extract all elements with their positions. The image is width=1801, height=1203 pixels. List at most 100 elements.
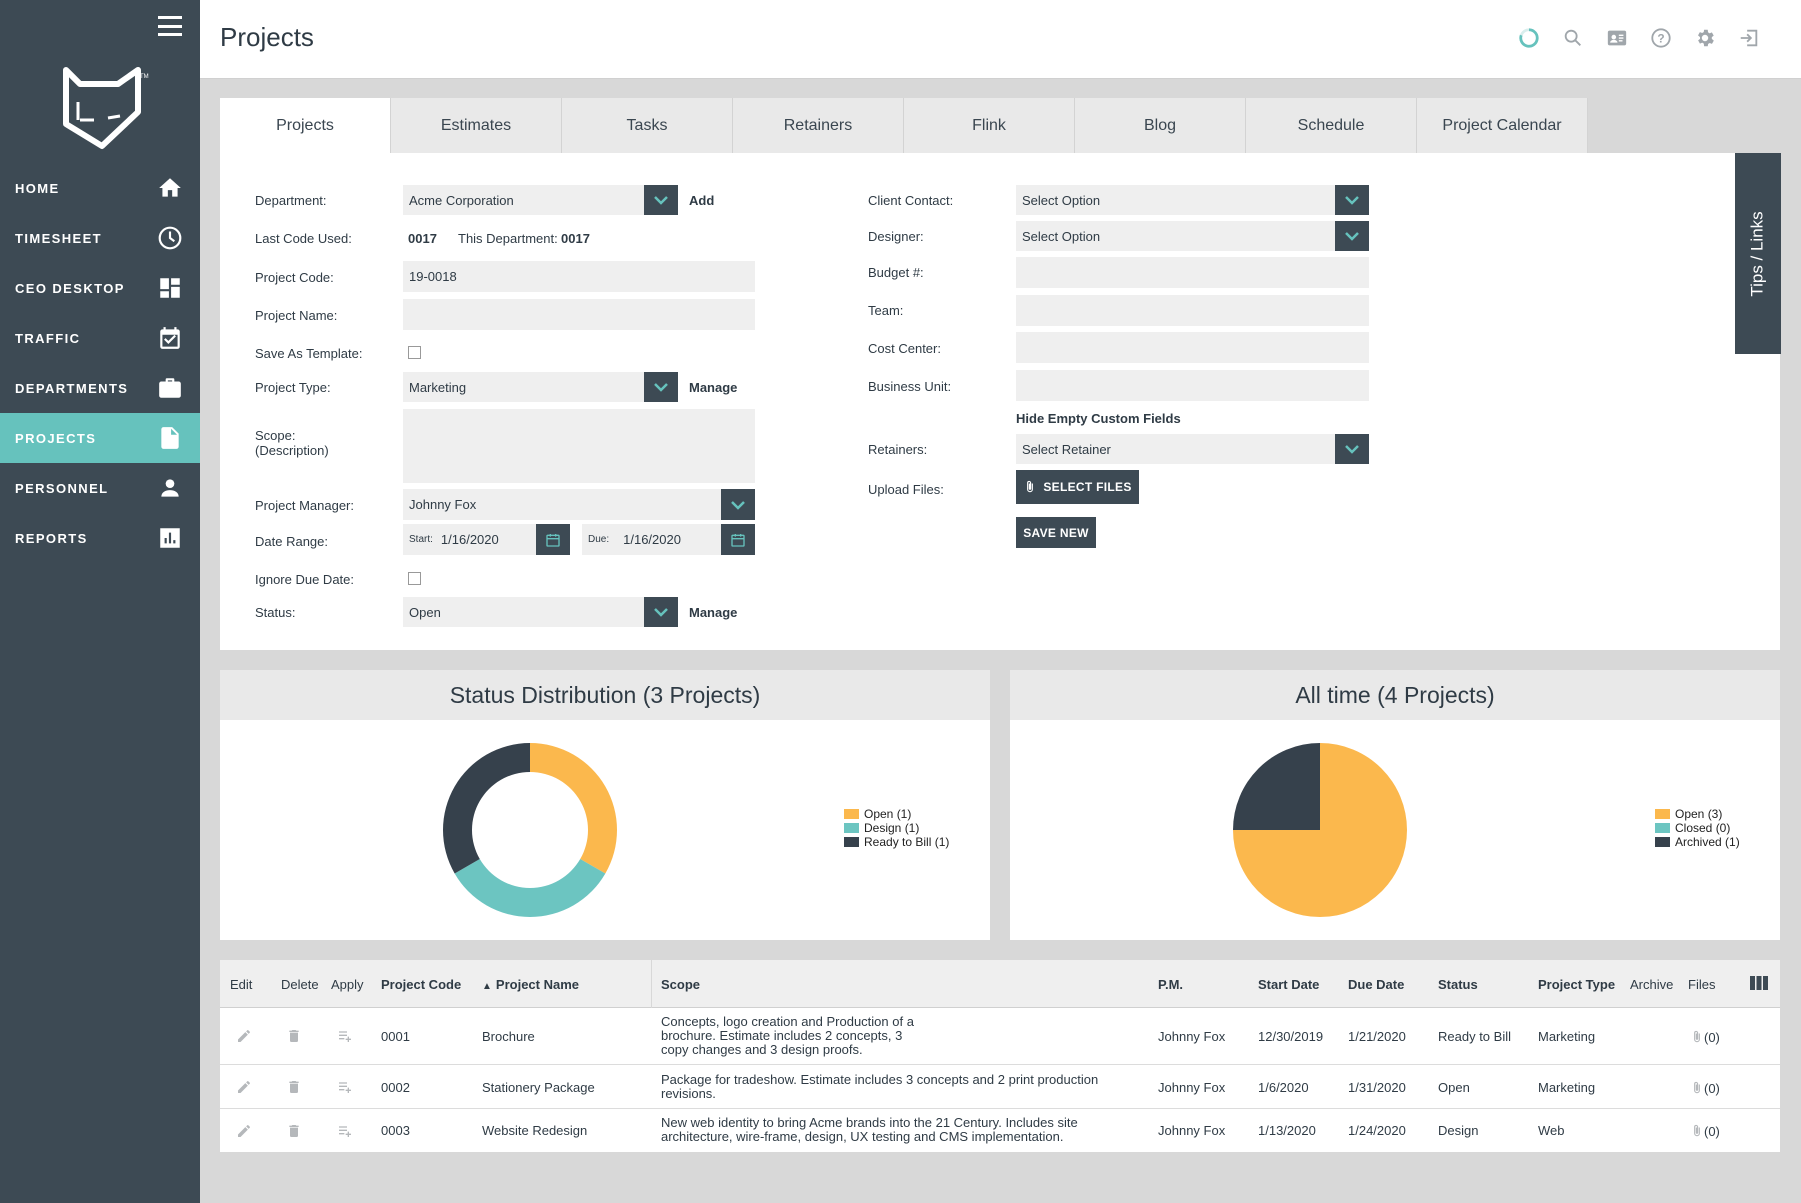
project-code-cell: 0002: [381, 1080, 410, 1095]
tab-project-calendar[interactable]: Project Calendar: [1417, 98, 1588, 153]
ignore-due-date-checkbox[interactable]: [408, 572, 421, 585]
tab-tasks[interactable]: Tasks: [562, 98, 733, 153]
pie-slice-2[interactable]: [1233, 743, 1320, 830]
save-new-button[interactable]: SAVE NEW: [1016, 517, 1096, 548]
col-project-code[interactable]: Project Code: [381, 977, 462, 992]
sidebar-item-traffic[interactable]: TRAFFIC: [0, 313, 200, 363]
ignore-due-date-label: Ignore Due Date:: [255, 572, 355, 587]
start-date-field[interactable]: Start: 1/16/2020: [403, 524, 536, 555]
manage-project-type-link[interactable]: Manage: [689, 380, 738, 395]
sidebar-item-label: DEPARTMENTS: [15, 380, 129, 396]
chart-legend: Open (1) Design (1) Ready to Bill (1): [844, 807, 949, 849]
due-date-field[interactable]: Due: 1/16/2020: [582, 524, 721, 555]
project-manager-select[interactable]: Johnny Fox: [403, 489, 721, 520]
trash-icon[interactable]: [286, 1028, 302, 1047]
hide-empty-custom-fields-link[interactable]: Hide Empty Custom Fields: [1016, 411, 1181, 426]
budget-field[interactable]: [1016, 257, 1369, 288]
files-cell[interactable]: (0): [1690, 1029, 1720, 1045]
status-dropdown-button[interactable]: [644, 597, 678, 627]
legend-item: Archived (1): [1655, 835, 1740, 849]
save-template-checkbox[interactable]: [408, 346, 421, 359]
sidebar-item-personnel[interactable]: PERSONNEL: [0, 463, 200, 513]
tab-retainers[interactable]: Retainers: [733, 98, 904, 153]
col-start-date[interactable]: Start Date: [1258, 977, 1320, 992]
apply-list-icon[interactable]: [337, 1028, 353, 1047]
designer-dropdown-button[interactable]: [1335, 221, 1369, 251]
col-project-type[interactable]: Project Type: [1538, 977, 1616, 992]
sidebar-item-timesheet[interactable]: TIMESHEET: [0, 213, 200, 263]
project-name-cell[interactable]: Website Redesign: [482, 1123, 588, 1138]
edit-icon[interactable]: [236, 1028, 252, 1047]
project-manager-dropdown-button[interactable]: [721, 489, 755, 520]
tab-estimates[interactable]: Estimates: [391, 98, 562, 153]
tab-schedule[interactable]: Schedule: [1246, 98, 1417, 153]
search-icon[interactable]: [1561, 26, 1585, 50]
tab-flink[interactable]: Flink: [904, 98, 1075, 153]
person-icon: [161, 479, 179, 497]
col-delete: Delete: [281, 977, 319, 992]
menu-toggle-icon[interactable]: [158, 16, 182, 36]
sidebar-item-departments[interactable]: DEPARTMENTS: [0, 363, 200, 413]
edit-icon[interactable]: [236, 1123, 252, 1142]
edit-icon[interactable]: [236, 1079, 252, 1098]
status-cell: Design: [1438, 1123, 1479, 1138]
project-name-cell[interactable]: Brochure: [482, 1029, 535, 1044]
cat-logo: TM: [63, 67, 149, 149]
files-cell[interactable]: (0): [1690, 1123, 1720, 1139]
sidebar-item-home[interactable]: HOME: [0, 163, 200, 213]
col-status[interactable]: Status: [1438, 977, 1478, 992]
due-date-picker-button[interactable]: [721, 524, 755, 555]
column-chooser-icon[interactable]: [1750, 976, 1768, 993]
project-name-field[interactable]: [403, 299, 755, 330]
retainers-select[interactable]: Select Retainer: [1016, 434, 1335, 464]
project-type-dropdown-button[interactable]: [644, 372, 678, 402]
department-dropdown-button[interactable]: [644, 185, 678, 215]
trash-icon[interactable]: [286, 1123, 302, 1142]
contact-card-icon[interactable]: [1605, 26, 1629, 50]
team-field[interactable]: [1016, 295, 1369, 326]
apply-list-icon[interactable]: [337, 1079, 353, 1098]
add-department-link[interactable]: Add: [689, 193, 715, 208]
retainers-dropdown-button[interactable]: [1335, 434, 1369, 464]
designer-select[interactable]: Select Option: [1016, 221, 1335, 251]
files-cell[interactable]: (0): [1690, 1080, 1720, 1096]
gear-icon[interactable]: [1693, 26, 1717, 50]
help-icon[interactable]: ?: [1649, 26, 1673, 50]
cost-center-field[interactable]: [1016, 332, 1369, 363]
sidebar-item-projects[interactable]: PROJECTS: [0, 413, 200, 463]
project-type-select[interactable]: Marketing: [403, 372, 645, 402]
sidebar-item-ceo-desktop[interactable]: CEO DESKTOP: [0, 263, 200, 313]
sidebar-item-reports[interactable]: REPORTS: [0, 513, 200, 563]
col-scope[interactable]: Scope: [661, 977, 701, 992]
apply-list-icon[interactable]: [337, 1123, 353, 1142]
logout-icon[interactable]: [1737, 26, 1761, 50]
col-pm[interactable]: P.M.: [1158, 977, 1184, 992]
manage-status-link[interactable]: Manage: [689, 605, 738, 620]
paperclip-icon: [1694, 1030, 1700, 1043]
tab-blog[interactable]: Blog: [1075, 98, 1246, 153]
tips-links-tab[interactable]: Tips / Links: [1735, 153, 1781, 354]
business-unit-field[interactable]: [1016, 370, 1369, 401]
pie-slice-1[interactable]: [454, 859, 606, 917]
pie-slice-2[interactable]: [443, 743, 530, 874]
chevron-down-icon: [654, 383, 668, 392]
this-department-value: 0017: [561, 231, 590, 246]
col-project-name[interactable]: ▲ Project Name: [482, 977, 579, 992]
sidebar-item-label: PERSONNEL: [15, 480, 109, 496]
tab-projects[interactable]: Projects: [220, 98, 391, 153]
donut-chart: [443, 743, 617, 917]
client-contact-select[interactable]: Select Option: [1016, 185, 1335, 215]
col-due-date[interactable]: Due Date: [1348, 977, 1405, 992]
client-contact-dropdown-button[interactable]: [1335, 185, 1369, 215]
status-select[interactable]: Open: [403, 597, 645, 627]
select-files-button[interactable]: SELECT FILES: [1016, 470, 1139, 504]
sidebar-item-label: PROJECTS: [15, 430, 97, 446]
calendar-check-icon: [160, 327, 180, 349]
project-code-field[interactable]: 19-0018: [403, 261, 755, 292]
trash-icon[interactable]: [286, 1079, 302, 1098]
department-select[interactable]: Acme Corporation: [403, 185, 645, 215]
project-name-cell[interactable]: Stationery Package: [482, 1080, 595, 1095]
start-date-picker-button[interactable]: [536, 524, 570, 555]
scope-textarea[interactable]: [403, 409, 755, 483]
pie-slice-0[interactable]: [530, 743, 617, 874]
